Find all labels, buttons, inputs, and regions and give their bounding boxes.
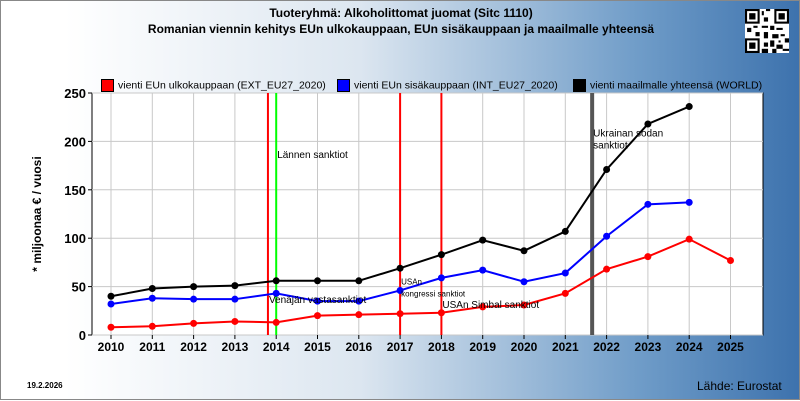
x-tick-label: 2023 [635, 340, 662, 354]
data-point [644, 120, 652, 128]
data-point [107, 292, 115, 300]
data-point [603, 165, 611, 173]
annotation-label: Ukrainan sodan sanktiot [593, 129, 663, 152]
y-axis-label: * miljoonaa € / vuosi [30, 156, 44, 271]
data-point [437, 251, 445, 259]
x-tick-label: 2017 [387, 340, 414, 354]
data-point [231, 317, 239, 325]
y-tick-label: 150 [64, 183, 86, 198]
x-tick-label: 2014 [263, 340, 290, 354]
x-tick-label: 2013 [222, 340, 249, 354]
data-point [314, 277, 321, 285]
annotation-label-line: Ukrainan sodan [593, 129, 663, 140]
data-point [355, 277, 363, 285]
y-tick-label: 250 [64, 86, 86, 101]
x-tick-label: 2024 [676, 340, 703, 354]
annotation-label: Lännen sanktiot [277, 150, 348, 161]
x-tick-label: 2022 [593, 340, 620, 354]
annotation-label-line: sanktiot [593, 141, 628, 152]
data-point [314, 312, 321, 320]
legend-item-world: vienti maailmalle yhteensä (WORLD) [573, 79, 762, 92]
data-point [107, 323, 115, 331]
source-label: Lähde: Eurostat [697, 379, 782, 393]
data-point [314, 297, 321, 305]
data-point [190, 295, 198, 303]
date-label: 19.2.2026 [27, 381, 63, 390]
data-point [148, 322, 156, 330]
axes: 0 50 100 150 200 250 2010 2011 2012 2013 2014 2015 2… [64, 86, 744, 354]
y-tick-label: 0 [79, 328, 86, 343]
data-point [396, 264, 404, 272]
data-point [396, 310, 404, 318]
data-point [479, 266, 487, 274]
x-tick-label: 2012 [180, 340, 207, 354]
data-point [727, 256, 734, 264]
data-point [148, 285, 156, 293]
chart-subtitle: Romanian viennin kehitys EUn ulkokauppaa… [147, 22, 655, 36]
x-tick-label: 2015 [304, 340, 331, 354]
annotation-label-line: USAn [401, 278, 422, 287]
legend-swatch-blue [337, 79, 350, 92]
annotation-label: Venäjän vastasanktiot [269, 295, 367, 306]
legend-item-ext: vienti EUn ulkokauppaan (EXT_EU27_2020) [101, 79, 326, 92]
data-point [644, 253, 652, 261]
data-point [190, 319, 198, 327]
data-point [190, 283, 198, 291]
data-point [603, 265, 611, 273]
data-point [396, 286, 404, 294]
legend-label-int: vienti EUn sisäkauppaan (INT_EU27_2020) [354, 79, 558, 92]
series-lines [107, 103, 734, 331]
data-point [355, 297, 363, 305]
data-point [148, 294, 156, 302]
data-point [107, 300, 115, 308]
y-tick-label: 200 [64, 134, 86, 149]
x-tick-label: 2018 [428, 340, 455, 354]
x-tick-label: 2020 [511, 340, 538, 354]
x-tick-label: 2010 [98, 340, 125, 354]
series-line-0 [110, 238, 731, 329]
legend-label-world: vienti maailmalle yhteensä (WORLD) [590, 79, 763, 92]
data-point [272, 289, 280, 297]
data-point [231, 282, 239, 290]
annotation-labels: Lännen sanktiot Venäjän vastasanktiot USAn… [269, 129, 663, 311]
qr-code-icon [745, 9, 789, 53]
annotation-label-line: kongressi sanktiot [401, 290, 466, 299]
data-point [355, 311, 363, 319]
data-point [520, 278, 528, 286]
x-tick-label: 2016 [345, 340, 372, 354]
x-tick-label: 2011 [139, 340, 165, 354]
data-point [231, 295, 239, 303]
data-point [520, 247, 528, 255]
data-point [479, 236, 487, 244]
data-point [685, 198, 693, 206]
data-point [603, 232, 611, 240]
data-point [272, 318, 280, 326]
legend-label-ext: vienti EUn ulkokauppaan (EXT_EU27_2020) [118, 79, 326, 92]
legend-swatch-red [101, 79, 114, 92]
x-tick-label: 2021 [552, 340, 579, 354]
legend-swatch-black [573, 79, 586, 92]
data-point [272, 277, 280, 285]
data-point [561, 269, 569, 277]
data-point [685, 103, 693, 111]
data-point [479, 303, 487, 311]
y-tick-label: 50 [72, 280, 86, 295]
data-point [520, 301, 528, 309]
data-point [561, 289, 569, 297]
annotation-label: USAn kongressi sanktiot [401, 278, 466, 299]
data-point [644, 200, 652, 208]
x-tick-label: 2019 [469, 340, 496, 354]
data-point [561, 227, 569, 235]
y-tick-label: 100 [64, 231, 86, 246]
data-point [437, 309, 445, 317]
x-tick-label: 2025 [717, 340, 744, 354]
annotation-label: USAn Simbal sanktiot [442, 300, 539, 311]
legend-item-int: vienti EUn sisäkauppaan (INT_EU27_2020) [337, 79, 558, 92]
data-point [685, 235, 693, 243]
chart-title: Tuoteryhmä: Alkoholittomat juomat (Sitc … [269, 6, 533, 20]
data-point [437, 274, 445, 282]
